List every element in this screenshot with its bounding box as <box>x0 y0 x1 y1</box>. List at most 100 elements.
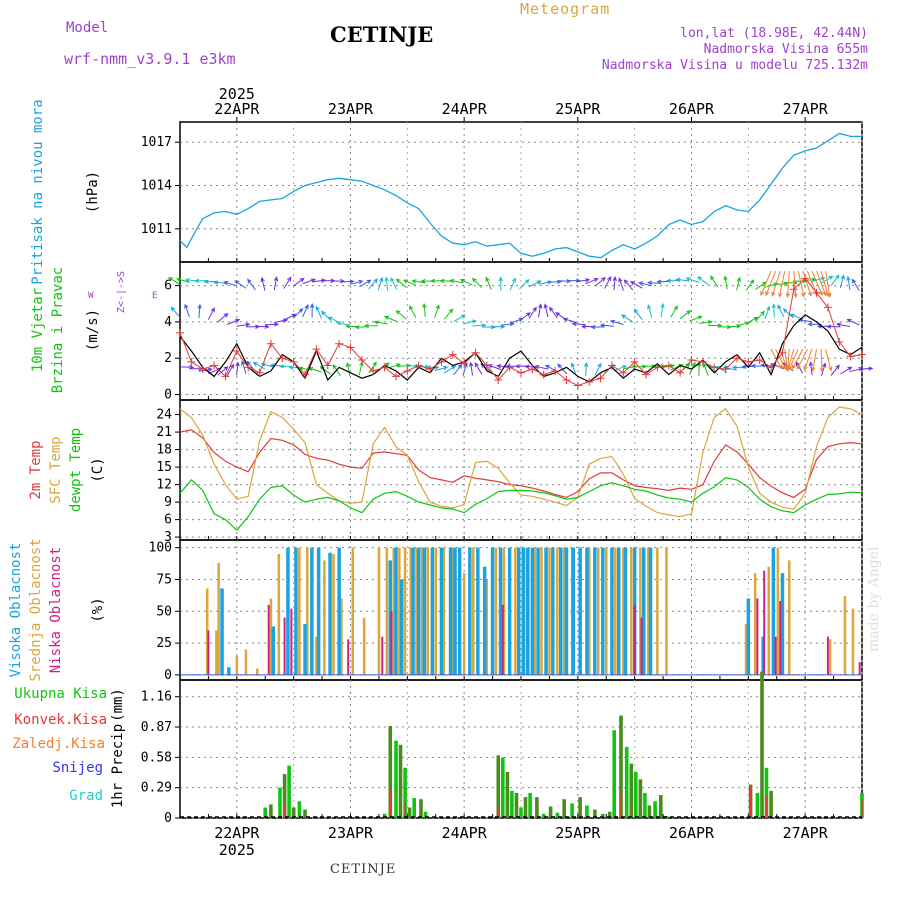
conv-rain-bar <box>404 802 406 818</box>
mid-cloud-bar <box>776 547 780 675</box>
rain-bar <box>282 774 287 818</box>
wind-gust-marker <box>653 363 662 372</box>
high-cloud-bar <box>771 547 776 675</box>
high-cloud-bar <box>468 547 472 675</box>
rain-bar <box>629 763 634 818</box>
wind-arrow <box>260 276 266 291</box>
top-date-label: 25APR <box>555 100 601 118</box>
wind-arrow <box>485 276 492 290</box>
wind-arrow <box>647 280 662 285</box>
mid-cloud-axis-label: Srednja Oblacnost <box>28 538 44 681</box>
rain-bar <box>505 772 510 818</box>
wind-arrow <box>835 322 850 327</box>
wind-arrow <box>390 277 398 290</box>
wind-arrow <box>236 322 251 327</box>
wind-gust-marker <box>596 374 605 383</box>
rain-bar <box>501 757 505 818</box>
panel-frame-clouds <box>179 539 863 681</box>
y-tick-label: 0.58 <box>141 750 172 765</box>
wind-arrow <box>368 278 378 290</box>
meteogram-title: Meteogram <box>520 0 611 18</box>
panel-frame-precip <box>179 679 863 819</box>
wind-arrow <box>777 304 785 318</box>
high-cloud-bar <box>536 547 540 675</box>
wind-arrow <box>335 321 350 326</box>
rain-bar <box>297 801 302 818</box>
mid-cloud-bar <box>665 547 668 675</box>
y-tick-label: 6 <box>164 279 172 294</box>
wind-arrow <box>685 277 700 283</box>
mid-cloud-bar <box>502 547 506 675</box>
station-title: CETINJE <box>330 22 434 47</box>
wind-axis-label-2: Brzina i Pravac <box>50 267 66 393</box>
rain-bar <box>419 799 423 818</box>
wind-arrow <box>755 310 765 322</box>
conv-rain-bar <box>620 791 622 818</box>
mid-cloud-bar <box>548 547 551 675</box>
wind-arrow <box>422 302 427 317</box>
high-cloud-bar <box>482 566 487 675</box>
y-tick-label: 0 <box>164 388 172 403</box>
mid-cloud-bar <box>614 547 617 675</box>
low-cloud-bar <box>501 604 504 675</box>
bottom-date-label: 27APR <box>783 824 829 842</box>
y-tick-label: 1011 <box>141 222 172 237</box>
wind-arrow <box>279 364 294 369</box>
high-cloud-bar <box>585 547 589 675</box>
y-tick-label: 1.16 <box>141 690 172 705</box>
wind-gust-marker <box>710 363 719 372</box>
wind-arrow <box>459 279 473 286</box>
high-cloud-bar <box>517 547 521 675</box>
conv-rain-bar <box>389 788 391 818</box>
mid-cloud-bar <box>420 547 424 675</box>
watermark: made by Angel <box>866 546 882 653</box>
low-cloud-bar <box>756 598 759 675</box>
wind-gust-marker <box>244 363 253 372</box>
mid-cloud-bar <box>315 636 318 675</box>
mid-cloud-bar <box>597 547 600 675</box>
y-tick-label: 0 <box>164 811 172 826</box>
high-cloud-bar <box>411 547 415 675</box>
rain-bar <box>659 795 663 818</box>
mid-cloud-bar <box>277 554 281 675</box>
wind-arrow <box>358 361 364 376</box>
mid-cloud-bar <box>494 547 498 675</box>
wind-arrow <box>594 362 602 376</box>
wind-gust-marker <box>630 357 639 366</box>
top-year-label: 2025 <box>219 85 255 103</box>
wind-arrow <box>409 305 417 318</box>
y-tick-label: 1014 <box>141 179 172 194</box>
wind-gust-marker <box>732 354 741 363</box>
wind-gust-marker <box>176 328 184 337</box>
wind-arrow <box>825 349 833 372</box>
low-cloud-bar <box>779 601 782 675</box>
wind-arrow <box>273 276 279 291</box>
wind-gust-marker <box>778 348 787 357</box>
wind-arrow <box>618 277 624 291</box>
temp-line-2 <box>179 476 863 531</box>
mid-cloud-bar <box>235 655 239 675</box>
wind-arrow <box>308 367 322 373</box>
low-cloud-bar <box>283 617 286 675</box>
rain-bar <box>585 805 589 818</box>
wind-arrow <box>198 367 213 372</box>
rain-bar <box>291 807 296 818</box>
wind-gust-marker <box>437 357 446 366</box>
wind-gust-marker <box>482 361 491 370</box>
wind-gust-marker <box>357 356 366 365</box>
rain-bar <box>394 740 398 818</box>
wind-gust-marker <box>585 377 594 386</box>
y-tick-label: 0.87 <box>141 720 172 735</box>
y-tick-label: 100 <box>149 541 172 556</box>
wind-gust-marker <box>517 368 525 377</box>
low-cloud-bar <box>381 636 384 675</box>
wind-arrow <box>315 305 322 319</box>
wind-gust-marker <box>789 285 798 294</box>
pressure-line <box>179 132 862 259</box>
rain-bar <box>398 744 403 818</box>
rain-bar <box>769 790 773 818</box>
rain-bar <box>278 787 282 818</box>
wind-arrow <box>571 321 586 327</box>
y-tick-label: 75 <box>156 572 172 587</box>
high-cloud-bar <box>578 547 582 675</box>
